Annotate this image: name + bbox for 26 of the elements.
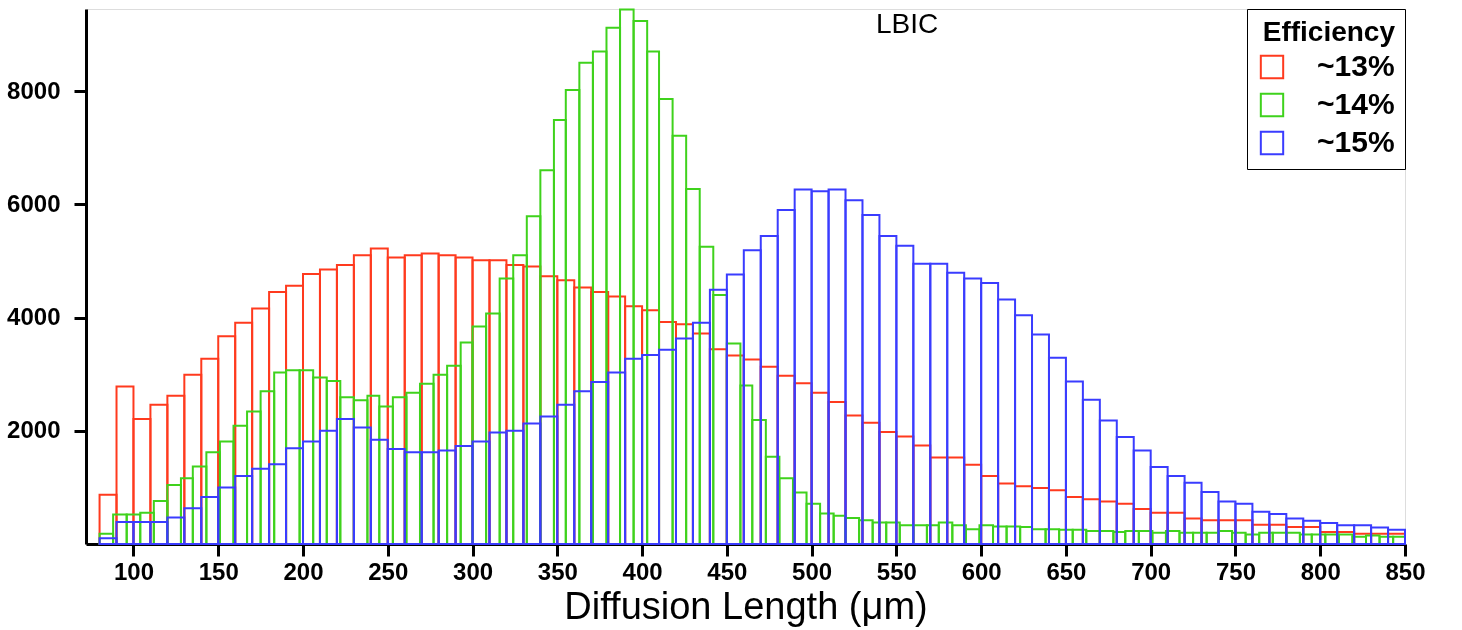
legend-label: ~15% (1317, 125, 1395, 158)
x-tick-label: 250 (368, 557, 409, 585)
x-tick-label: 750 (1215, 557, 1256, 585)
x-tick-label: 500 (792, 557, 833, 585)
x-tick-label: 850 (1385, 557, 1426, 585)
x-tick-label: 400 (622, 557, 663, 585)
x-tick-label: 600 (961, 557, 1002, 585)
x-tick-label: 150 (198, 557, 239, 585)
x-tick-label: 550 (876, 557, 917, 585)
x-tick-label: 800 (1300, 557, 1341, 585)
legend-title: Efficiency (1262, 16, 1396, 47)
y-tick-label: 6000 (7, 189, 61, 217)
x-tick-label: 450 (707, 557, 748, 585)
y-tick-label: 2000 (7, 416, 61, 444)
y-tick-label: 8000 (7, 76, 61, 104)
x-tick-label: 300 (453, 557, 494, 585)
x-tick-label: 650 (1046, 557, 1087, 585)
y-tick-label: 4000 (7, 303, 61, 331)
annotation: LBIC (876, 8, 939, 39)
x-tick-label: 200 (283, 557, 324, 585)
x-tick-label: 100 (113, 557, 154, 585)
legend-label: ~13% (1317, 49, 1395, 82)
legend-label: ~14% (1317, 87, 1395, 120)
x-tick-label: 350 (537, 557, 578, 585)
x-tick-label: 700 (1131, 557, 1172, 585)
x-axis-title: Diffusion Length (μm) (564, 584, 928, 627)
